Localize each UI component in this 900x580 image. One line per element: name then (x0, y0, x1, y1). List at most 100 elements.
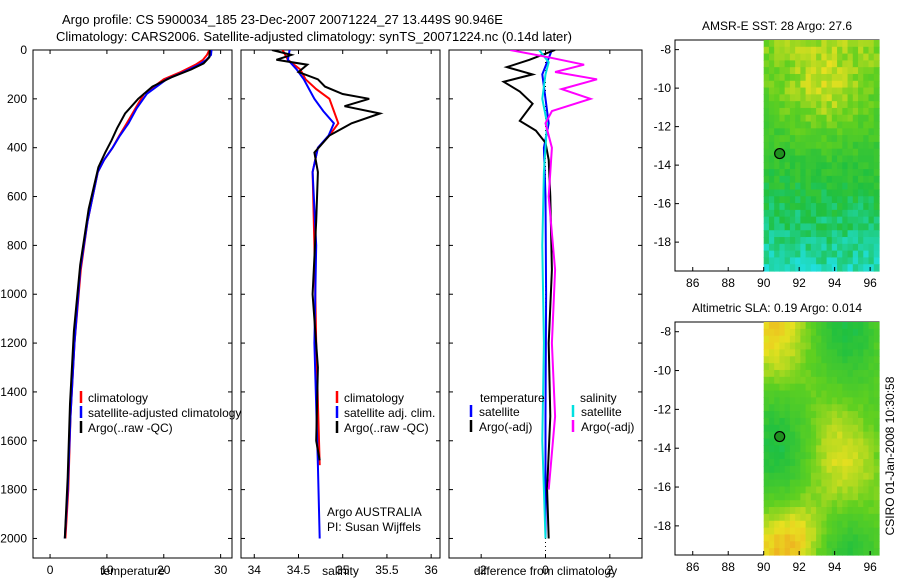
map-cell (852, 452, 859, 460)
map-cell (784, 264, 791, 272)
map-cell (852, 216, 859, 225)
map-cell (795, 257, 801, 265)
map-cell (789, 472, 796, 481)
map-cell (784, 94, 791, 102)
map-cell (863, 155, 870, 163)
map-cell (763, 322, 770, 330)
map-cell (873, 390, 880, 398)
map-cell (863, 472, 870, 481)
map-cell (795, 135, 801, 143)
map-cell (831, 216, 838, 225)
map-cell (816, 397, 822, 405)
map-cell (858, 328, 864, 337)
map-cell (789, 53, 796, 61)
map-cell (774, 250, 781, 259)
map-cell (821, 230, 828, 238)
map-cell (810, 155, 817, 163)
y-tick-label: -8 (660, 43, 671, 57)
map-cell (784, 445, 791, 453)
map-cell (763, 94, 770, 102)
map-cell (768, 128, 775, 136)
map-cell (852, 209, 859, 218)
map-cell (810, 250, 817, 259)
map-cell (816, 445, 822, 453)
map-cell (847, 264, 854, 272)
map-cell (805, 175, 812, 184)
map-cell (837, 397, 843, 405)
map-cell (831, 53, 838, 61)
map-cell (868, 87, 875, 95)
map-cell (763, 257, 770, 265)
map-cell (784, 363, 791, 371)
map-cell (831, 479, 838, 488)
map-cell (795, 67, 801, 75)
map-cell (837, 520, 843, 529)
map-cell (779, 424, 786, 433)
map-cell (847, 411, 854, 419)
map-cell (789, 417, 796, 426)
map-cell (805, 121, 812, 129)
map-cell (842, 264, 849, 272)
map-cell (842, 500, 849, 508)
map-cell (842, 121, 849, 129)
map-cell (837, 135, 843, 143)
map-cell (800, 148, 807, 157)
map-cell (789, 257, 796, 265)
map-cell (784, 141, 791, 150)
map-cell (852, 404, 859, 412)
map-cell (863, 527, 870, 536)
map-cell (779, 363, 786, 371)
map-cell (837, 493, 843, 501)
map-cell (842, 182, 849, 191)
map-cell (763, 431, 770, 440)
map-cell (868, 121, 875, 129)
map-cell (779, 500, 786, 508)
map-cell (800, 527, 807, 536)
map-cell (779, 369, 786, 378)
map-cell (800, 513, 807, 522)
map-cell (858, 148, 864, 157)
map-cell (800, 328, 807, 337)
map-cell (763, 250, 770, 259)
depth-tick-label: 800 (7, 238, 27, 252)
map-cell (837, 209, 843, 218)
map-cell (852, 445, 859, 453)
map-cell (831, 459, 838, 467)
map-cell (805, 230, 812, 238)
map-cell (842, 230, 849, 238)
map-cell (842, 162, 849, 170)
map-cell (763, 196, 770, 204)
float-position-marker (774, 430, 786, 443)
map-cell (816, 431, 822, 440)
map-cell (858, 459, 864, 467)
map-cell (837, 376, 843, 385)
map-cell (842, 397, 849, 405)
x-tick-label: 92 (792, 560, 806, 574)
map-cell (831, 342, 838, 351)
map-cell (826, 230, 833, 238)
map-cell (810, 73, 817, 82)
map-cell (842, 135, 849, 143)
map-cell (821, 335, 828, 344)
map-cell (774, 404, 781, 412)
map-cell (842, 520, 849, 529)
map-cell (789, 397, 796, 405)
map-cell (858, 479, 864, 488)
map-cell (795, 107, 801, 116)
map-cell (779, 342, 786, 351)
map-cell (852, 527, 859, 536)
map-cell (795, 513, 801, 522)
map-cell (852, 128, 859, 136)
map-cell (863, 107, 870, 116)
map-cell (805, 216, 812, 225)
map-cell (768, 322, 775, 330)
map-cell (768, 493, 775, 501)
map-cell (789, 114, 796, 123)
legend-label: satellite (479, 405, 520, 419)
map-cell (858, 203, 864, 211)
map-cell (805, 479, 812, 488)
map-cell (863, 101, 870, 109)
map-cell (784, 322, 791, 330)
map-cell (768, 216, 775, 225)
map-cell (800, 541, 807, 549)
